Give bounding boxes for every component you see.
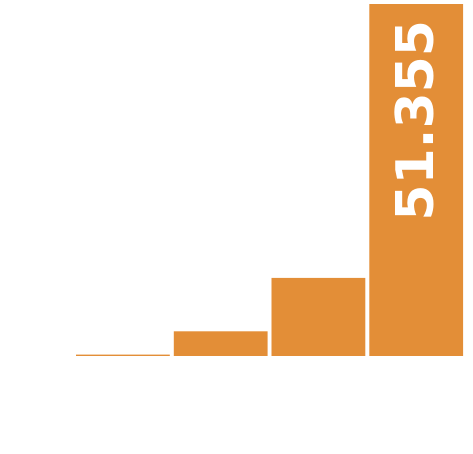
bar-2: [173, 331, 268, 356]
data-labels-group: 51.355: [386, 20, 446, 221]
bars-group: [76, 4, 464, 356]
bar-3: [271, 277, 366, 356]
bar-4: [369, 4, 464, 356]
data-label-4: 51.355: [386, 20, 446, 221]
bar-1: [76, 354, 170, 356]
